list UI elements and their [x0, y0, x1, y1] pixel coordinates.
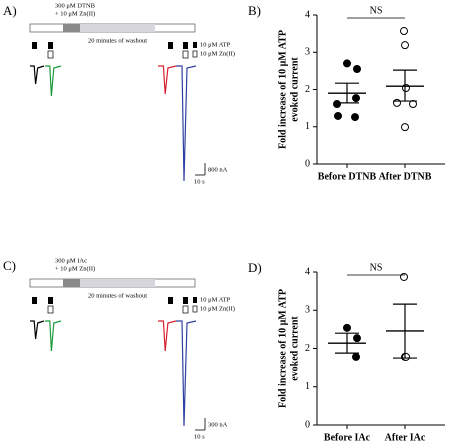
significance-label: NS	[370, 262, 383, 273]
y-axis-label: evoked current	[289, 316, 300, 381]
data-point	[352, 94, 360, 103]
current-trace	[158, 320, 177, 352]
y-tick-label: 3	[305, 47, 310, 58]
current-trace	[30, 65, 45, 85]
x-tick-label: After DTNB	[379, 171, 432, 182]
scale-time: 10 s	[194, 433, 205, 440]
data-point	[401, 123, 409, 132]
x-tick-label: Before IAc	[324, 432, 371, 443]
legend-zn-box	[192, 305, 198, 313]
panel-label: D)	[248, 260, 262, 275]
treatment-text: 300 μM DTNB	[55, 2, 96, 9]
zn-box	[47, 305, 54, 314]
atp-box	[168, 297, 173, 304]
legend-text: 10 μM Zn(II)	[200, 50, 235, 57]
scale-current: 300 nA	[208, 421, 228, 428]
y-tick-label: 0	[305, 158, 310, 169]
x-tick-label: After IAc	[385, 432, 426, 443]
x-tick-label: Before DTNB	[318, 171, 377, 182]
atp-box	[183, 42, 188, 49]
y-tick-label: 0	[305, 419, 310, 430]
panel-label: B)	[248, 3, 261, 18]
panel-label: C)	[3, 258, 16, 273]
current-trace	[176, 65, 197, 182]
treatment-text: 300 μM IAc	[55, 257, 87, 264]
atp-box	[168, 42, 173, 49]
significance-label: NS	[370, 5, 383, 16]
y-tick-label: 4	[305, 266, 310, 277]
y-tick-label: 1	[305, 381, 310, 392]
y-tick-label: 4	[305, 9, 310, 20]
data-point	[353, 334, 361, 343]
current-trace	[45, 320, 62, 352]
washout-text: 20 minutes of washout	[88, 292, 147, 299]
data-point	[352, 352, 360, 361]
scale-current: 800 nA	[208, 166, 228, 173]
y-axis-label: Fold increase of 10 μM ATP	[277, 30, 288, 149]
atp-box	[48, 42, 53, 49]
data-point	[343, 323, 351, 332]
current-trace	[45, 65, 62, 97]
current-trace	[30, 320, 45, 340]
legend-atp-box	[193, 297, 197, 303]
data-point	[401, 41, 409, 50]
y-tick-label: 2	[305, 343, 310, 354]
treatment-text: + 10 μM Zn(II)	[55, 265, 95, 272]
y-tick-label: 3	[305, 305, 310, 316]
legend-atp-box	[193, 42, 197, 48]
legend-text: 10 μM ATP	[200, 296, 231, 303]
current-trace	[158, 65, 177, 95]
zn-box	[47, 50, 54, 59]
data-point	[402, 352, 410, 361]
data-point	[343, 59, 351, 68]
zn-box	[182, 50, 189, 59]
washout-text: 20 minutes of washout	[88, 37, 147, 44]
current-trace	[176, 320, 197, 427]
legend-text: 10 μM Zn(II)	[200, 305, 235, 312]
atp-box	[32, 42, 37, 49]
washout-segment	[80, 279, 155, 287]
atp-box	[32, 297, 37, 304]
data-point	[333, 100, 341, 109]
panel-label: A)	[3, 3, 17, 18]
data-point	[351, 113, 359, 122]
legend-text: 10 μM ATP	[200, 41, 231, 48]
data-point	[353, 65, 361, 74]
data-point	[334, 111, 342, 120]
atp-box	[48, 297, 53, 304]
atp-box	[183, 297, 188, 304]
y-axis-label: Fold increase of 10 μM ATP	[277, 289, 288, 408]
data-point	[400, 272, 408, 281]
y-tick-label: 2	[305, 84, 310, 95]
treatment-text: + 10 μM Zn(II)	[55, 10, 95, 17]
scale-time: 10 s	[194, 178, 205, 185]
zn-box	[182, 305, 189, 314]
data-point	[400, 27, 408, 36]
legend-zn-box	[192, 50, 198, 58]
washout-segment	[80, 24, 155, 32]
y-tick-label: 1	[305, 121, 310, 132]
treatment-segment	[63, 279, 80, 287]
treatment-segment	[63, 24, 80, 32]
y-axis-label: evoked current	[289, 57, 300, 122]
